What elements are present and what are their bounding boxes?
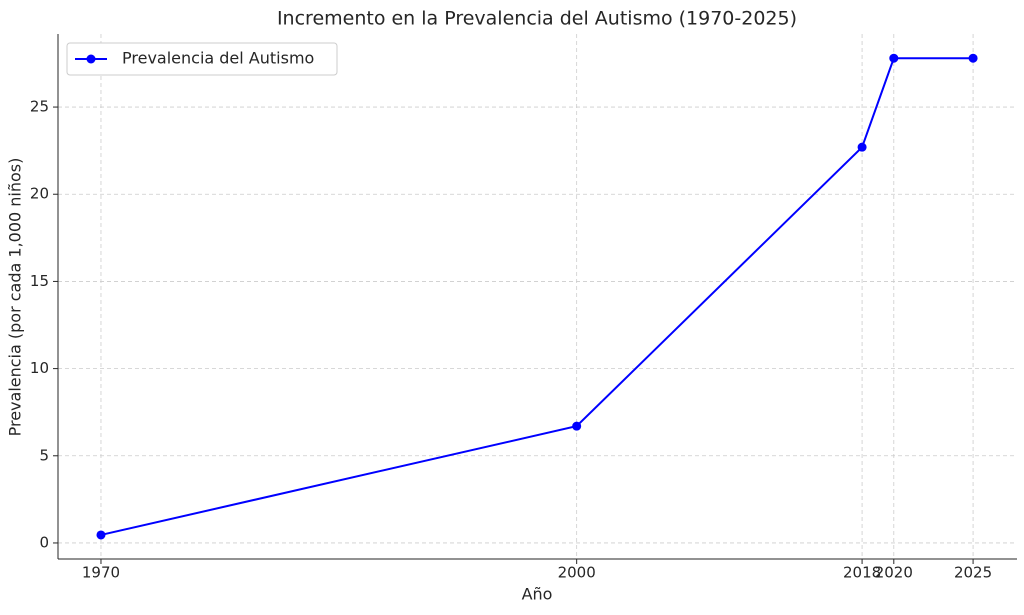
line [100,57,974,536]
point [889,53,899,63]
y-tick-label: 25 [30,98,49,116]
chart-title: Incremento en la Prevalencia del Autismo… [277,8,797,30]
x-tick-label: 1970 [82,564,120,582]
y-tick-label: 20 [30,185,49,203]
x-tick-label: 2018 [843,564,881,582]
x-tick-label: 2000 [558,564,596,582]
y-tick-label: 15 [30,272,49,290]
x-tick-label: 2020 [875,564,913,582]
point [572,421,582,431]
legend-label: Prevalencia del Autismo [122,49,314,68]
x-axis-label: Año [522,585,553,604]
point [968,53,978,63]
y-tick-label: 10 [30,359,49,377]
point [96,530,106,540]
legend-box [66,42,338,76]
y-tick-label: 0 [39,533,49,551]
y-tick-label: 5 [39,446,49,464]
y-axis-label: Prevalencia (por cada 1,000 niños) [6,158,25,437]
legend-marker [86,54,96,64]
legend: Prevalencia del Autismo [66,42,338,76]
x-tick-label: 2025 [954,564,992,582]
point [857,142,867,152]
